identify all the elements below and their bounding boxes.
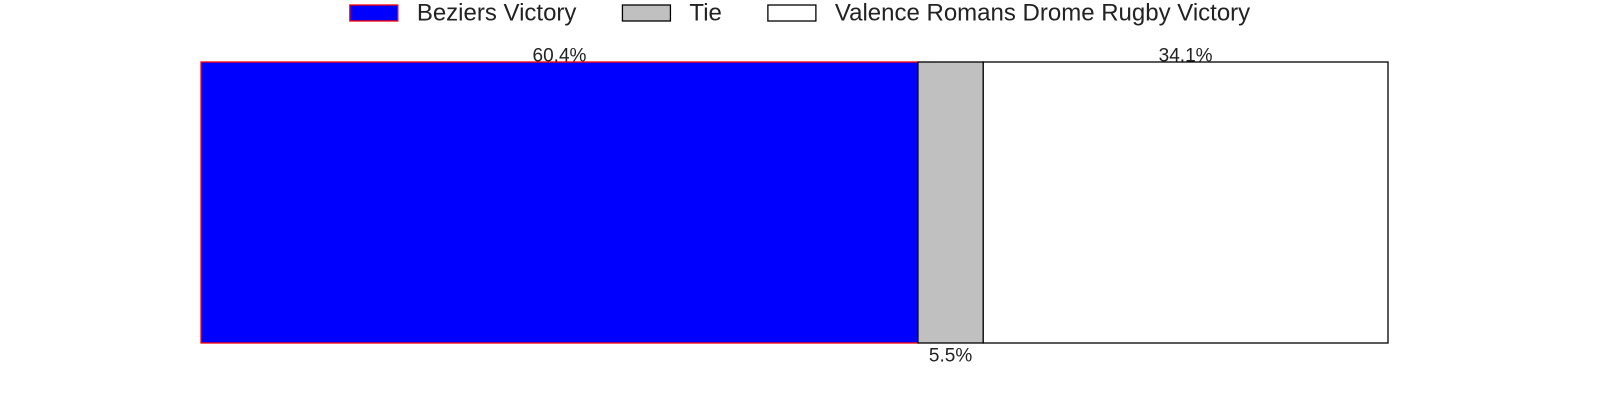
bar-label-valence-romans-drome-rugby-victory: 34.1% xyxy=(1159,46,1213,67)
bar-segment-tie xyxy=(917,61,984,344)
legend-item-beziers-victory: Beziers Victory xyxy=(349,0,577,27)
bar-label-beziers-victory: 60.4% xyxy=(533,46,587,67)
legend-item-tie: Tie xyxy=(621,0,722,27)
stacked-bar xyxy=(200,61,1389,344)
bar-segment-beziers-victory xyxy=(200,61,919,344)
percentage-labels: 60.4% 5.5% 34.1% xyxy=(533,46,1213,367)
legend-swatch-tie xyxy=(621,4,672,22)
bar-label-tie: 5.5% xyxy=(929,346,972,367)
legend: Beziers Victory Tie Valence Romans Drome R… xyxy=(349,0,1250,27)
legend-label-valence-romans-drome-rugby-victory: Valence Romans Drome Rugby Victory xyxy=(835,0,1250,27)
legend-label-tie: Tie xyxy=(689,0,721,27)
legend-label-beziers-victory: Beziers Victory xyxy=(417,0,577,27)
legend-swatch-valence-romans-drome-rugby-victory xyxy=(767,4,817,22)
bar-segment-valence-romans-drome-rugby-victory xyxy=(982,61,1389,344)
legend-item-valence-romans-drome-rugby-victory: Valence Romans Drome Rugby Victory xyxy=(767,0,1250,27)
legend-swatch-beziers-victory xyxy=(349,4,399,22)
